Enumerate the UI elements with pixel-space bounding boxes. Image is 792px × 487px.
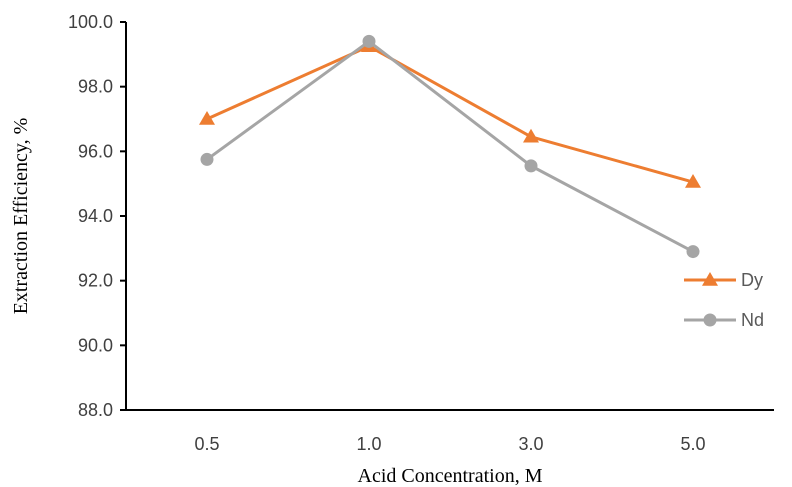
x-tick-label: 3.0 <box>518 434 543 454</box>
y-axis-ticks: 88.0 90.0 92.0 94.0 96.0 98.0 100.0 <box>68 12 126 420</box>
legend-marker-dy <box>702 272 718 286</box>
y-tick-label: 100.0 <box>68 12 113 32</box>
x-tick-label: 0.5 <box>194 434 219 454</box>
y-tick-label: 90.0 <box>78 335 113 355</box>
data-point-nd <box>686 245 700 259</box>
legend-label-dy: Dy <box>741 270 763 290</box>
y-tick-label: 88.0 <box>78 400 113 420</box>
y-tick-label: 96.0 <box>78 141 113 161</box>
y-tick-label: 98.0 <box>78 77 113 97</box>
data-point-dy <box>523 128 539 143</box>
x-axis-ticks: 0.5 1.0 3.0 5.0 <box>194 434 705 454</box>
legend-item-dy: Dy <box>684 270 763 290</box>
legend-label-nd: Nd <box>741 310 764 330</box>
data-point-nd <box>200 152 214 166</box>
y-tick-label: 92.0 <box>78 271 113 291</box>
x-axis-title: Acid Concentration, M <box>358 465 543 487</box>
data-point-nd <box>362 34 376 48</box>
legend-item-nd: Nd <box>684 310 764 330</box>
data-point-nd <box>524 159 538 173</box>
legend: Dy Nd <box>684 270 764 330</box>
data-point-dy <box>685 174 701 188</box>
y-tick-label: 94.0 <box>78 206 113 226</box>
series-nd <box>200 34 700 259</box>
series-dy <box>199 38 701 188</box>
series-line-nd <box>206 39 694 253</box>
y-axis-title: Extraction Efficiency, % <box>10 118 32 315</box>
series-group <box>199 34 701 259</box>
series-line-dy <box>206 44 694 184</box>
legend-marker-nd <box>703 313 717 327</box>
data-point-dy <box>199 111 215 125</box>
x-tick-label: 5.0 <box>680 434 705 454</box>
x-tick-label: 1.0 <box>356 434 381 454</box>
